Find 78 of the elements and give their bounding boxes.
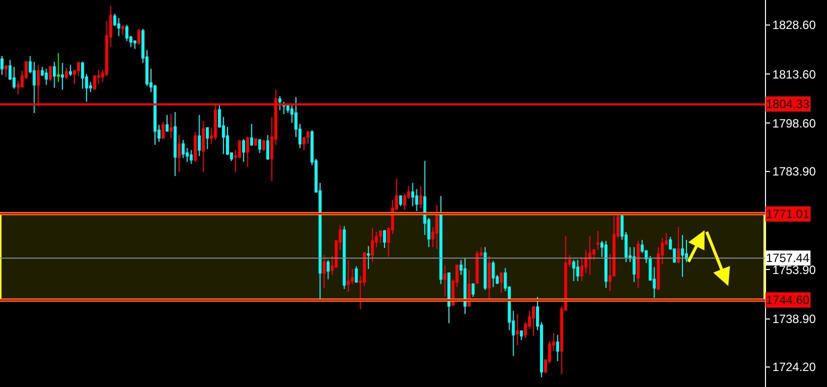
candlestick — [68, 64, 72, 77]
candlestick — [476, 250, 479, 284]
candlestick — [370, 228, 374, 263]
candlestick — [52, 61, 56, 88]
candlestick — [411, 182, 414, 207]
candlestick — [198, 114, 201, 156]
candlestick — [178, 134, 181, 173]
candlestick — [326, 260, 330, 280]
y-tick-label: 1724.20 — [772, 360, 816, 374]
candlestick — [366, 246, 370, 270]
candlestick — [636, 240, 640, 289]
candlestick — [322, 254, 326, 289]
candlestick — [472, 282, 475, 298]
candlestick — [346, 260, 350, 292]
candlestick — [194, 132, 197, 162]
candlestick — [258, 138, 262, 154]
candlestick — [520, 330, 523, 341]
candlestick — [576, 259, 580, 282]
candlestick — [596, 230, 600, 251]
candlestick — [588, 235, 592, 276]
candlestick — [206, 127, 209, 150]
candlestick — [121, 24, 124, 36]
candlestick — [680, 234, 684, 278]
candlestick — [182, 139, 185, 158]
candlestick — [0, 56, 4, 76]
candlestick — [44, 68, 48, 86]
y-tick-label: 1813.60 — [772, 67, 816, 82]
candlestick — [246, 136, 250, 168]
y-tick-label: 1783.90 — [772, 164, 816, 179]
candlestick — [254, 138, 258, 146]
candlestick — [443, 264, 446, 298]
candlestick — [632, 246, 636, 283]
candlestick — [354, 266, 358, 283]
y-tick-label: 1828.60 — [772, 18, 816, 32]
candlestick — [262, 139, 266, 152]
candlestick — [572, 259, 576, 282]
candlestick — [162, 121, 165, 138]
y-tick-label: 1738.90 — [772, 312, 816, 326]
ref-line-label: 1744.60 — [766, 293, 810, 307]
candlestick — [484, 246, 487, 290]
candlestick — [60, 62, 64, 90]
candlestick — [166, 114, 169, 132]
candlestick — [439, 195, 442, 285]
candlestick — [676, 226, 680, 264]
candlestick — [278, 96, 282, 111]
y-tick-label: 1798.60 — [772, 116, 816, 130]
candlestick — [532, 306, 535, 336]
candlestick — [383, 230, 386, 249]
candlestick — [170, 114, 173, 138]
candlestick — [282, 101, 286, 115]
candlestick — [48, 65, 52, 82]
candlestick — [64, 67, 68, 80]
candlestick — [419, 186, 422, 209]
y-tick-label: 1753.90 — [772, 262, 816, 277]
candlestick — [250, 123, 254, 146]
candlestick — [516, 313, 519, 346]
candlestick — [556, 334, 560, 362]
candlestick — [202, 120, 205, 173]
candlestick — [306, 130, 310, 144]
candlestick — [137, 28, 140, 46]
candlestick — [464, 257, 467, 314]
candlestick — [604, 240, 608, 289]
candlestick — [133, 40, 136, 50]
ref-line-label: 1771.01 — [766, 207, 810, 221]
candlestick — [117, 18, 120, 37]
candlestick — [190, 150, 193, 164]
candlestick — [500, 272, 503, 294]
candlestick — [302, 136, 306, 151]
candlestick — [447, 272, 450, 324]
candlestick — [242, 138, 246, 162]
candlestick — [4, 65, 8, 78]
ref-line-label: 1757.44 — [766, 251, 810, 265]
candlestick — [379, 230, 382, 244]
candlestick — [492, 260, 495, 288]
candlestick — [56, 52, 60, 82]
candlestick — [399, 195, 402, 207]
ref-line-label: 1804.33 — [766, 97, 810, 111]
candlestick — [174, 112, 177, 176]
